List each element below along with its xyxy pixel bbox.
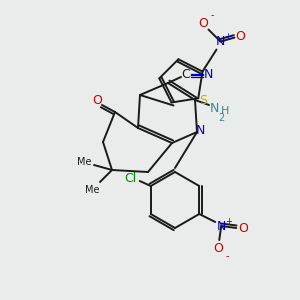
Text: Me: Me — [85, 185, 99, 195]
Text: H: H — [221, 106, 229, 116]
Text: O: O — [92, 94, 102, 106]
Text: N: N — [216, 35, 225, 48]
Text: C: C — [182, 68, 190, 82]
Text: N: N — [203, 68, 213, 82]
Text: N: N — [195, 124, 205, 136]
Text: S: S — [199, 94, 207, 107]
Text: -: - — [226, 251, 229, 261]
Text: +: + — [224, 32, 231, 41]
Text: N: N — [217, 220, 226, 232]
Text: O: O — [236, 30, 245, 43]
Text: O: O — [213, 242, 223, 254]
Text: Cl: Cl — [124, 172, 137, 184]
Text: O: O — [238, 223, 248, 236]
Text: 2: 2 — [218, 113, 224, 123]
Text: N: N — [209, 101, 219, 115]
Text: Me: Me — [77, 157, 91, 167]
Text: -: - — [211, 11, 214, 21]
Text: O: O — [199, 17, 208, 30]
Text: +: + — [225, 217, 232, 226]
